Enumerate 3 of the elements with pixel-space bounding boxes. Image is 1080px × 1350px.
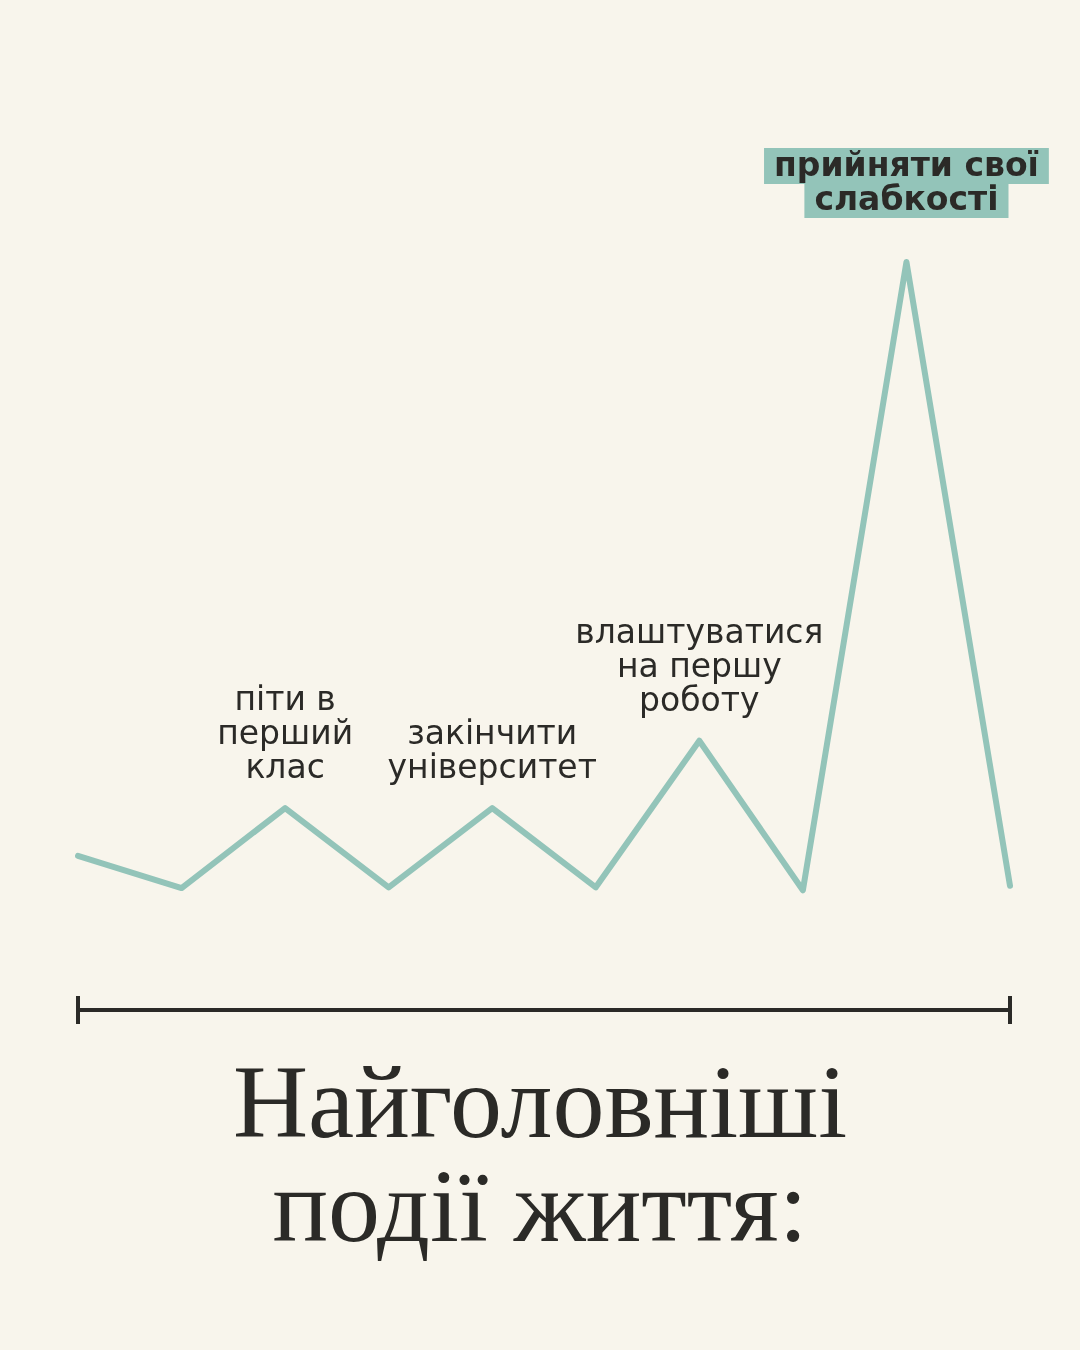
text: Найголовніші події життя: [231,1044,849,1263]
text: прийняти свої слабкості [774,145,1039,218]
annotation: піти в перший клас [217,679,354,787]
